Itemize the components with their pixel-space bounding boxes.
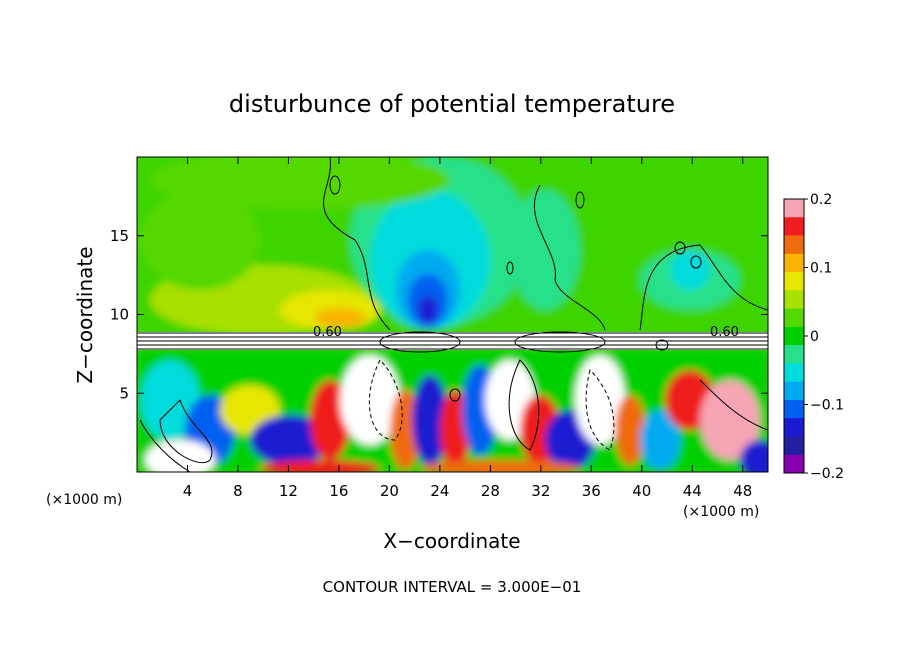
colorbar-tick-label: −0.2: [810, 466, 844, 482]
colorbar-swatch: [784, 253, 804, 273]
colorbar-tick-label: −0.1: [810, 398, 844, 414]
colorbar-tick-label: 0.2: [810, 192, 832, 208]
colorbar-swatch: [784, 272, 804, 291]
contour-interval-note: CONTOUR INTERVAL = 3.000E−01: [323, 578, 582, 596]
y-axis: 5 10 15: [110, 227, 768, 402]
colorbar-swatch: [784, 290, 804, 310]
colorbar-tick-label: 0.1: [810, 261, 832, 277]
x-axis-label: X−coordinate: [383, 529, 520, 553]
colorbar-swatch: [784, 363, 804, 383]
colorbar-swatch: [784, 381, 804, 401]
x-tick-label: 32: [531, 482, 550, 500]
colorbar-swatch: [784, 326, 804, 346]
x-tick-label: 12: [279, 482, 298, 500]
x-tick-label: 36: [582, 482, 601, 500]
contour-label-right: 0.60: [710, 325, 739, 340]
x-tick-label: 20: [380, 482, 399, 500]
colorbar: 0.2 0.1 0 −0.1 −0.2: [783, 192, 844, 482]
x-unit-left: (×1000 m): [46, 492, 122, 508]
colorbar-swatch: [784, 418, 804, 437]
y-axis-label: Z−coordinate: [73, 246, 97, 383]
x-tick-label: 16: [329, 482, 348, 500]
x-axis: 4 8 12 16 20 24 28 32 36 40 44 48: [183, 157, 752, 500]
x-tick-label: 44: [683, 482, 702, 500]
colorbar-swatch: [784, 399, 804, 419]
x-tick-label: 40: [632, 482, 651, 500]
colorbar-swatch: [784, 199, 804, 218]
colorbar-swatch: [784, 436, 804, 456]
x-unit-right: (×1000 m): [683, 504, 759, 520]
plot-area: 0.60 0.60: [137, 157, 768, 472]
x-tick-label: 28: [481, 482, 500, 500]
colorbar-swatch: [784, 217, 804, 237]
colorbar-swatch: [784, 345, 804, 364]
chart-title: disturbunce of potential temperature: [229, 90, 675, 118]
x-tick-label: 24: [430, 482, 449, 500]
x-tick-label: 48: [733, 482, 752, 500]
y-tick-label: 10: [110, 306, 129, 324]
colorbar-tick-label: 0: [810, 329, 819, 345]
colorbar-swatch: [784, 308, 804, 328]
x-tick-label: 8: [233, 482, 243, 500]
x-tick-label: 4: [183, 482, 193, 500]
colorbar-swatch: [784, 454, 804, 474]
y-tick-label: 15: [110, 227, 129, 245]
contour-label-left: 0.60: [313, 325, 342, 340]
colorbar-swatch: [784, 235, 804, 255]
y-tick-label: 5: [119, 384, 129, 402]
